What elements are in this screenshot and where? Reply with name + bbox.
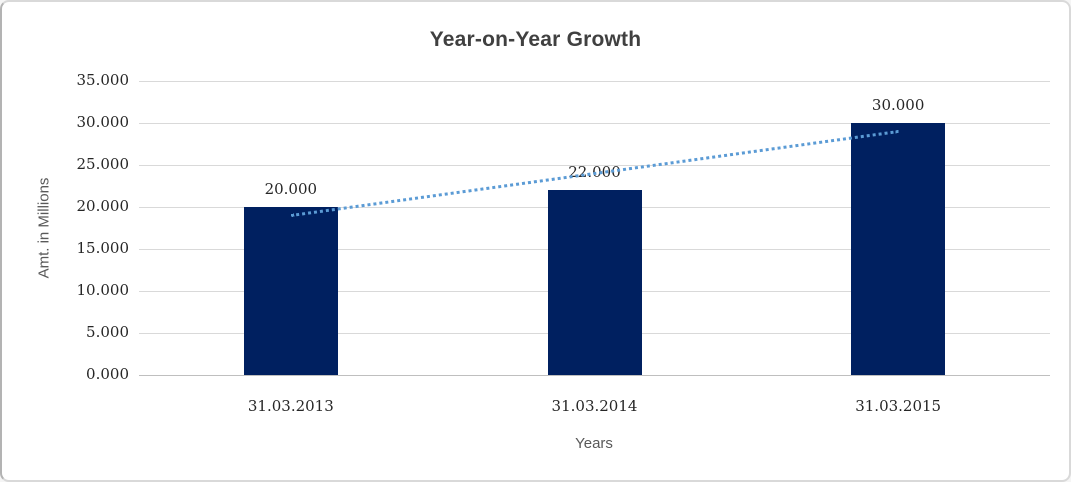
y-tick-label: 0.000: [86, 365, 129, 383]
gridline: [139, 165, 1050, 166]
x-tick-label: 31.03.2014: [551, 397, 638, 415]
y-tick-label: 20.000: [76, 197, 130, 215]
chart-title: Year-on-Year Growth: [429, 28, 642, 51]
gridline: [139, 81, 1050, 82]
x-axis-line: [139, 375, 1050, 376]
y-tick-label: 10.000: [76, 281, 130, 299]
x-tick-label: 31.03.2015: [855, 397, 942, 415]
x-tick-label: 31.03.2013: [247, 397, 334, 415]
y-tick-label: 5.000: [86, 323, 129, 341]
plot-area: [139, 81, 1050, 376]
y-tick-label: 15.000: [76, 239, 130, 257]
y-tick-label: 25.000: [76, 155, 130, 173]
y-tick-label: 30.000: [76, 113, 130, 131]
bar-31.03.2014: [547, 190, 642, 375]
y-tick-label: 35.000: [76, 71, 130, 89]
data-label: 30.000: [871, 96, 925, 114]
data-label: 20.000: [264, 180, 318, 198]
bar-31.03.2013: [243, 207, 338, 375]
data-label: 22.000: [568, 163, 621, 182]
x-axis-title: Years: [575, 435, 613, 452]
gridline: [139, 123, 1050, 124]
y-axis-title: Amt. in Millions: [35, 177, 53, 279]
bar-31.03.2015: [851, 123, 946, 375]
